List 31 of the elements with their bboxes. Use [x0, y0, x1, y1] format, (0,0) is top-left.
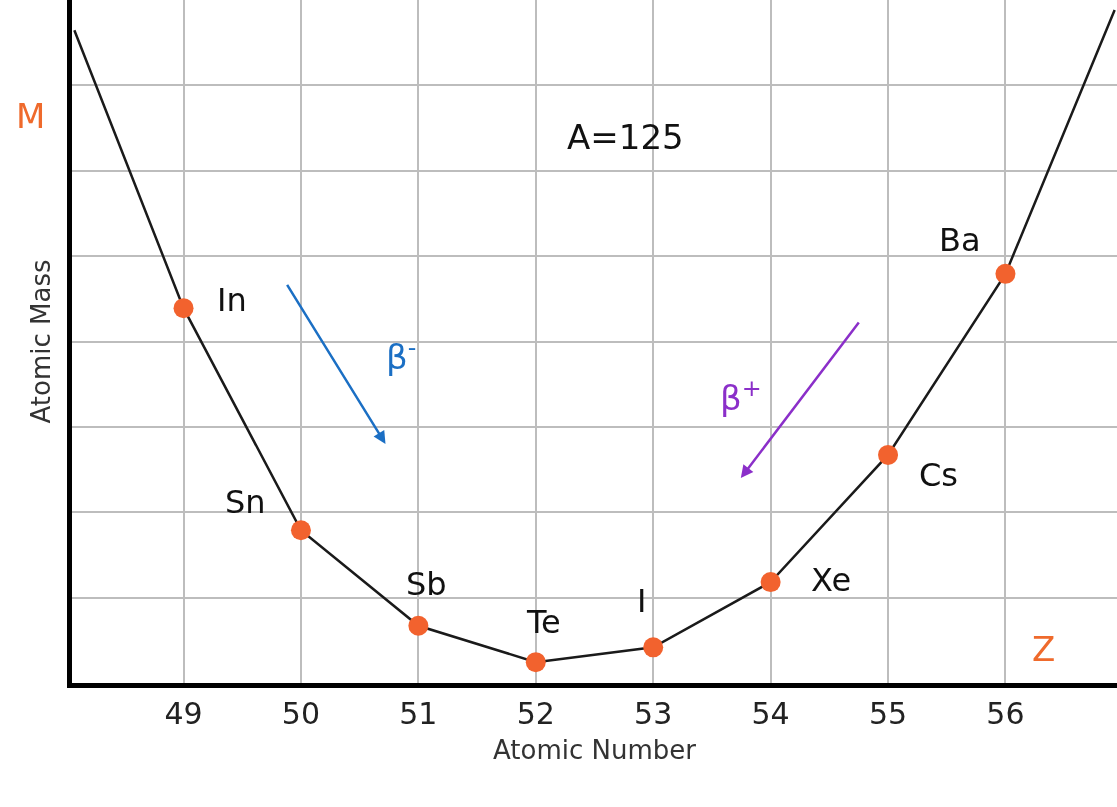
point — [173, 298, 194, 319]
point — [290, 520, 311, 541]
annotation: β$^{+}$ — [720, 374, 762, 419]
point — [408, 615, 429, 636]
point — [643, 637, 664, 658]
annotation: Xe — [811, 561, 852, 599]
annotation: Sb — [406, 565, 447, 603]
annotation: A=125 — [567, 117, 684, 157]
point — [995, 263, 1016, 284]
annotation: I — [637, 582, 647, 620]
x-axis-title: Atomic Number — [493, 734, 697, 765]
x-tick-label: 54 — [751, 696, 790, 731]
annotation: Cs — [919, 456, 959, 494]
annotation: β$^{-}$ — [386, 333, 417, 378]
annotation: Ba — [939, 221, 981, 259]
point — [760, 572, 781, 593]
annotation: In — [217, 281, 247, 319]
annotation: Z — [1032, 629, 1056, 669]
x-tick-label: 49 — [164, 696, 203, 731]
x-tick-label: 52 — [516, 696, 555, 731]
x-tick-label: 53 — [634, 696, 673, 731]
y-axis-title: Atomic Mass — [26, 259, 57, 424]
point — [525, 652, 546, 673]
x-tick-label: 51 — [399, 696, 438, 731]
annotation: Te — [526, 603, 561, 641]
x-tick-label: 56 — [986, 696, 1025, 731]
point — [878, 444, 899, 465]
x-tick-label: 55 — [868, 696, 908, 731]
text: M — [16, 96, 46, 136]
x-tick-label: 50 — [281, 696, 321, 731]
annotation: Sn — [225, 483, 266, 521]
